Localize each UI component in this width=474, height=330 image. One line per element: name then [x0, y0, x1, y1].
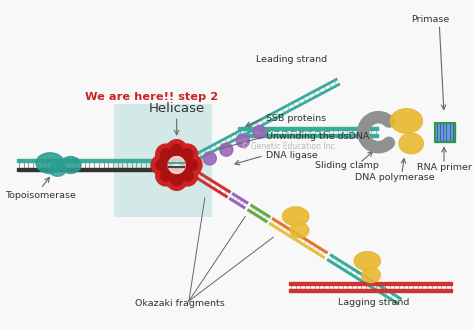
Ellipse shape	[362, 268, 381, 282]
Text: Topoisomerase: Topoisomerase	[5, 191, 76, 200]
Bar	[237, 127, 378, 130]
Circle shape	[177, 165, 198, 186]
Ellipse shape	[354, 252, 381, 270]
Circle shape	[186, 159, 197, 171]
Ellipse shape	[283, 207, 309, 226]
Circle shape	[203, 152, 216, 165]
Ellipse shape	[36, 153, 64, 174]
Circle shape	[253, 125, 266, 139]
Circle shape	[182, 149, 193, 160]
Text: Leading strand: Leading strand	[256, 54, 328, 63]
Circle shape	[171, 144, 182, 156]
Text: Sliding clamp: Sliding clamp	[316, 160, 379, 170]
Text: Lagging strand: Lagging strand	[338, 298, 410, 307]
Ellipse shape	[391, 109, 422, 133]
Circle shape	[151, 155, 172, 175]
Text: © Genetic Education Inc.: © Genetic Education Inc.	[241, 142, 337, 151]
Circle shape	[166, 140, 187, 160]
Text: Helicase: Helicase	[148, 102, 205, 115]
Circle shape	[220, 143, 233, 156]
Bar	[17, 168, 182, 171]
Circle shape	[156, 144, 176, 165]
Circle shape	[160, 149, 172, 160]
Circle shape	[156, 165, 176, 186]
Bar	[17, 159, 182, 162]
Circle shape	[168, 156, 185, 174]
Circle shape	[182, 170, 193, 181]
Text: RNA primer: RNA primer	[417, 163, 472, 172]
Circle shape	[171, 174, 182, 186]
Ellipse shape	[49, 163, 66, 176]
Bar	[435, 123, 455, 142]
Text: Primase: Primase	[411, 15, 449, 24]
Bar	[114, 104, 212, 216]
Text: DNA ligase: DNA ligase	[266, 151, 318, 160]
Text: We are here!! step 2: We are here!! step 2	[85, 91, 218, 102]
Ellipse shape	[290, 223, 309, 238]
Ellipse shape	[60, 156, 81, 174]
Bar	[435, 123, 455, 142]
Text: SSB proteins: SSB proteins	[266, 114, 326, 123]
Text: Unwinding the dsDNA: Unwinding the dsDNA	[266, 132, 369, 141]
Circle shape	[177, 144, 198, 165]
Circle shape	[160, 170, 172, 181]
Bar	[289, 282, 452, 285]
Text: DNA polymerase: DNA polymerase	[356, 173, 435, 182]
Bar	[289, 289, 452, 292]
Bar	[237, 134, 378, 137]
Circle shape	[166, 170, 187, 190]
Text: Okazaki fragments: Okazaki fragments	[135, 299, 224, 308]
Circle shape	[237, 134, 249, 148]
Circle shape	[182, 155, 202, 175]
Ellipse shape	[399, 133, 423, 154]
Circle shape	[156, 159, 167, 171]
